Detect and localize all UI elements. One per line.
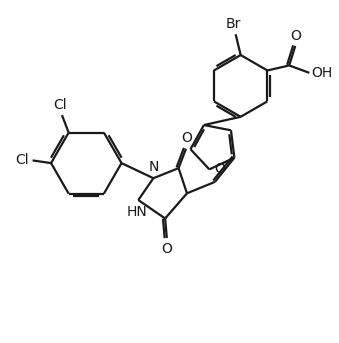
Text: O: O <box>181 131 192 145</box>
Text: O: O <box>161 242 172 256</box>
Text: O: O <box>290 28 301 43</box>
Text: Cl: Cl <box>54 98 67 112</box>
Text: Cl: Cl <box>16 153 29 167</box>
Text: N: N <box>148 159 159 174</box>
Text: OH: OH <box>312 67 333 81</box>
Text: O: O <box>214 162 225 176</box>
Text: Br: Br <box>225 17 241 31</box>
Text: HN: HN <box>126 205 147 220</box>
